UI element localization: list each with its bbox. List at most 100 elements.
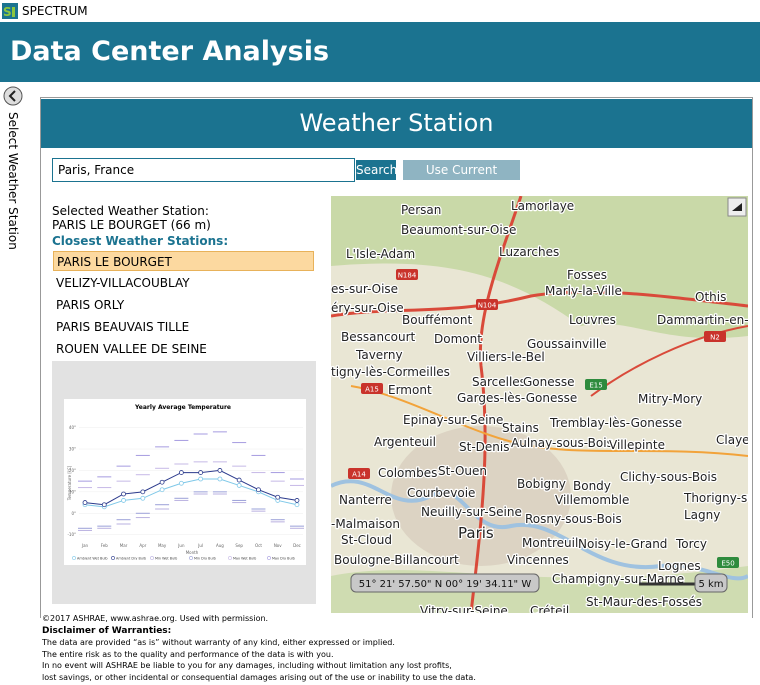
- y-axis-label: Temperature [°C]: [67, 465, 72, 501]
- point: [178, 480, 184, 486]
- x-tick-label: Aug: [216, 543, 224, 548]
- weather-panel: Weather Station: [40, 97, 753, 618]
- search-input[interactable]: Paris, France: [52, 158, 355, 182]
- road-shield: [361, 383, 383, 394]
- place-label: L'Isle-Adam: [346, 247, 415, 261]
- selected-station: PARIS LE BOURGET (66 m): [52, 218, 211, 232]
- panel-title: Weather Station: [41, 99, 752, 148]
- closest-label: Closest Weather Stations:: [52, 234, 229, 248]
- place-label: Bouffémont: [402, 313, 472, 327]
- x-axis-label: Month: [186, 550, 199, 555]
- place-label: es-sur-Oise: [331, 282, 398, 296]
- place-label: Créteil: [530, 604, 569, 613]
- coordinates: 51° 21' 57.50" N 00° 19' 34.11" W: [359, 579, 532, 590]
- road-label: N2: [710, 334, 720, 342]
- place-label: Domont: [434, 332, 482, 346]
- station-item[interactable]: VELIZY-VILLACOUBLAY: [56, 276, 190, 290]
- point: [236, 477, 242, 483]
- place-label: Gonesse: [523, 375, 575, 389]
- place-label: Argenteuil: [374, 435, 436, 449]
- svg-text:S: S: [3, 5, 12, 19]
- side-tab-label: Select Weather Station: [6, 112, 20, 250]
- chart-title: Yearly Average Temperature: [134, 404, 231, 411]
- place-label: St-Cloud: [341, 533, 392, 547]
- temperature-chart: Yearly Average Temperature Temperature […: [52, 361, 316, 604]
- x-tick-label: Nov: [274, 543, 282, 548]
- point: [217, 476, 223, 482]
- road-shield: [585, 379, 607, 390]
- search-button[interactable]: Search: [356, 160, 397, 180]
- point: [198, 476, 204, 482]
- point: [140, 495, 146, 501]
- place-label: Paris: [458, 524, 494, 542]
- point: [294, 502, 300, 508]
- place-label: Garges-lès-Gonesse: [457, 391, 577, 405]
- point: [82, 500, 88, 505]
- place-label: Tremblay-lès-Gonesse: [549, 416, 682, 430]
- legend-marker: [267, 556, 271, 560]
- credit: ©2017 ASHRAE, www.ashrae.org. Used with …: [42, 614, 269, 623]
- place-label: éry-sur-Oise: [331, 301, 404, 315]
- station-item[interactable]: PARIS ORLY: [56, 298, 125, 312]
- series-line: [84, 469, 298, 506]
- legend-label: Ambient Dry Bulb: [116, 557, 146, 561]
- place-label: Vincennes: [507, 553, 569, 567]
- legend-marker: [228, 556, 232, 560]
- map[interactable]: Persan Lamorlaye Beaumont-sur-Oise L'Isle-A…: [331, 196, 748, 613]
- point: [198, 470, 204, 475]
- place-label: St-Denis: [459, 440, 509, 454]
- y-tick-label: 20°: [69, 468, 76, 473]
- disclaimer-line: The data are provided “as is” without wa…: [42, 638, 395, 647]
- place-label: Lognes: [658, 559, 701, 573]
- place-label: Lagny: [684, 508, 720, 522]
- side-tab[interactable]: Select Weather Station: [3, 112, 23, 312]
- place-label: Sarcelles: [472, 375, 526, 389]
- x-tick-label: Mar: [120, 543, 128, 548]
- disclaimer-line: The entire risk as to the quality and pe…: [42, 649, 334, 659]
- series-line: [84, 478, 298, 508]
- station-item[interactable]: PARIS BEAUVAIS TILLE: [56, 320, 190, 334]
- place-label: Rosny-sous-Bois: [525, 512, 622, 526]
- place-label: Boulogne-Billancourt: [334, 553, 459, 567]
- place-label: Othis: [695, 290, 726, 304]
- scale-box: [694, 573, 728, 593]
- place-label: Dammartin-en-G: [657, 313, 748, 327]
- road-shield: [717, 557, 739, 568]
- station-item[interactable]: PARIS LE BOURGET: [53, 251, 314, 271]
- point: [159, 487, 165, 493]
- road-label: A14: [352, 471, 366, 479]
- place-label: Montreuil: [522, 536, 578, 550]
- place-label: Bondy: [573, 479, 611, 493]
- x-tick-label: Dec: [293, 543, 301, 548]
- x-tick-label: Apr: [139, 543, 146, 548]
- point: [159, 479, 165, 485]
- place-label: Persan: [401, 203, 441, 217]
- station-item[interactable]: ROUEN VALLEE DE SEINE: [56, 342, 207, 356]
- point: [294, 498, 300, 503]
- collapse-button[interactable]: [2, 85, 24, 107]
- place-label: tigny-lès-Cormeilles: [331, 365, 450, 379]
- title-bar: S SPECTRUM: [0, 0, 760, 22]
- disclaimer-title: Disclaimer of Warranties:: [42, 626, 172, 636]
- x-tick-label: May: [158, 543, 167, 548]
- place-label: Villemomble: [555, 493, 629, 507]
- road-label: A15: [365, 386, 379, 394]
- place-label: St-Ouen: [438, 464, 487, 478]
- legend-marker: [150, 556, 154, 560]
- point: [101, 502, 107, 508]
- place-label: Colombes: [378, 466, 437, 480]
- y-tick-label: 10°: [69, 489, 76, 494]
- place-label: Aulnay-sous-Bois: [511, 436, 613, 450]
- header: Data Center Analysis: [0, 22, 760, 82]
- place-label: Fosses: [567, 268, 607, 282]
- place-label: Lamorlaye: [511, 199, 574, 213]
- x-tick-label: Feb: [101, 543, 109, 548]
- selected-label: Selected Weather Station:: [52, 204, 209, 218]
- app-logo: S: [2, 3, 18, 19]
- app-name: SPECTRUM: [22, 4, 88, 18]
- legend-marker: [111, 556, 115, 560]
- location-button[interactable]: Use Current Location: [403, 160, 520, 197]
- place-label: Bobigny: [517, 477, 566, 491]
- place-label: Villepinte: [609, 438, 665, 452]
